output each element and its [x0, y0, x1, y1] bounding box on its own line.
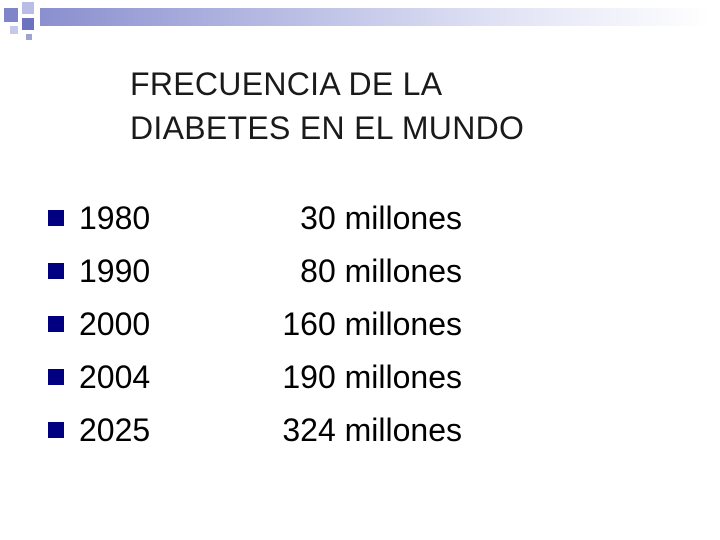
square-bullet-icon [48, 210, 64, 226]
list-item: 1990 80 millones [48, 248, 668, 301]
decorative-square [26, 34, 32, 40]
square-bullet-icon [48, 422, 64, 438]
decorative-square [10, 26, 18, 34]
count-value: 190 millones [282, 359, 462, 395]
year-label: 2004 [79, 359, 151, 395]
year-label: 1980 [79, 200, 151, 236]
decorative-square [22, 2, 34, 14]
list-item: 1980 30 millones [48, 195, 668, 248]
count-value: 324 millones [282, 412, 462, 448]
count-value: 160 millones [282, 306, 462, 342]
count-value: 30 millones [300, 200, 462, 236]
list-item: 2004 190 millones [48, 354, 668, 407]
decorative-square [22, 18, 34, 30]
year-label: 2025 [79, 412, 151, 448]
year-label: 1990 [79, 253, 151, 289]
decorative-square [4, 8, 18, 22]
year-label: 2000 [79, 306, 151, 342]
title-line-1: FRECUENCIA DE LA [130, 66, 443, 102]
frequency-list: 1980 30 millones 1990 80 millones 2000 1… [48, 195, 668, 460]
square-bullet-icon [48, 263, 64, 279]
list-item: 2000 160 millones [48, 301, 668, 354]
header-gradient-bar [40, 8, 710, 26]
title-line-2: DIABETES EN EL MUNDO [130, 110, 525, 146]
count-value: 80 millones [300, 253, 462, 289]
slide-title: FRECUENCIA DE LA DIABETES EN EL MUNDO [130, 62, 690, 150]
square-bullet-icon [48, 369, 64, 385]
square-bullet-icon [48, 316, 64, 332]
list-item: 2025 324 millones [48, 407, 668, 460]
